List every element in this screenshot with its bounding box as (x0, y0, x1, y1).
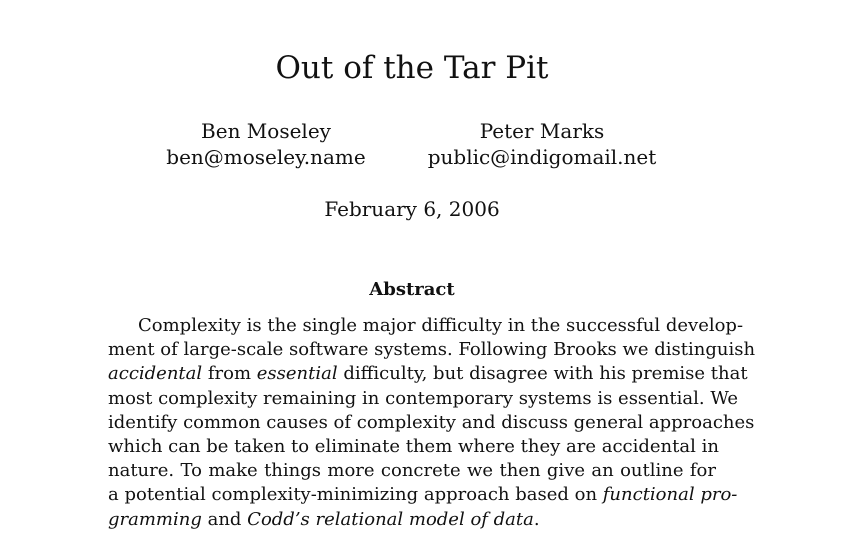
author-block-1: Ben Moseley ben@moseley.name (150, 118, 382, 170)
abstract-line: a potential complexity-minimizing approa… (108, 483, 737, 507)
abstract-text: from (202, 363, 257, 385)
abstract-emphasis: accidental (108, 363, 203, 385)
abstract-body: Complexity is the single major difficult… (108, 314, 755, 532)
abstract-line: Complexity is the single major difficult… (108, 314, 743, 338)
abstract-text: most complexity remaining in contemporar… (108, 387, 739, 409)
author-name: Ben Moseley (201, 119, 331, 143)
abstract-line: nature. To make things more concrete we … (108, 459, 716, 483)
abstract-text: identify common causes of complexity and… (108, 411, 755, 433)
abstract-emphasis: gramming (108, 508, 202, 530)
author-email: public@indigomail.net (427, 145, 657, 169)
abstract-text: which can be taken to eliminate them whe… (108, 435, 719, 457)
abstract-emphasis: functional pro- (602, 484, 738, 506)
abstract-line: ment of large-scale software systems. Fo… (108, 338, 755, 362)
abstract-line: most complexity remaining in contemporar… (108, 387, 738, 411)
abstract-text: difficulty, but disagree with his premis… (337, 363, 748, 385)
abstract-heading: Abstract (369, 279, 455, 300)
abstract-emphasis: Codd’s relational model of data (247, 508, 534, 530)
abstract-text: nature. To make things more concrete we … (108, 460, 716, 482)
author-email: ben@moseley.name (166, 145, 366, 169)
abstract-text: a potential complexity-minimizing approa… (108, 484, 603, 506)
abstract-emphasis: essential (256, 363, 338, 385)
author-block-2: Peter Marks public@indigomail.net (420, 118, 664, 170)
abstract-line: gramming and Codd’s relational model of … (108, 508, 716, 532)
paper-title: Out of the Tar Pit (275, 50, 549, 86)
abstract-line: accidental from essential difficulty, bu… (108, 362, 748, 386)
abstract-line: identify common causes of complexity and… (108, 411, 754, 435)
abstract-text: Complexity is the single major difficult… (138, 315, 744, 336)
abstract-text: ment of large-scale software systems. Fo… (108, 339, 756, 361)
abstract-line: which can be taken to eliminate them whe… (108, 435, 719, 459)
abstract-text: . (533, 508, 540, 530)
publication-date: February 6, 2006 (324, 197, 500, 221)
author-name: Peter Marks (479, 119, 605, 143)
abstract-text: and (201, 508, 248, 530)
